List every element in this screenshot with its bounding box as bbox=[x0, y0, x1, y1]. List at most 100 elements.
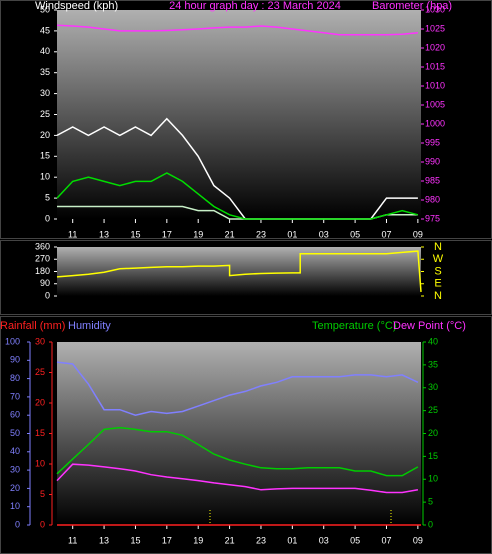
y-tick-label: 30 bbox=[40, 88, 50, 98]
y-tick-label: 10 bbox=[40, 172, 50, 182]
x-tick-label: 11 bbox=[68, 535, 77, 545]
y-tick-label: 30 bbox=[10, 464, 20, 474]
series-line bbox=[56, 172, 419, 220]
y2-tick-label: 990 bbox=[425, 156, 440, 166]
y-tick-label: 0 bbox=[45, 290, 50, 300]
y2-tick-label: 40 bbox=[428, 336, 438, 346]
series-line bbox=[56, 361, 419, 416]
x-tick-label: 07 bbox=[381, 229, 391, 239]
x-tick-label: 21 bbox=[225, 535, 235, 545]
y2-tick-label: 975 bbox=[425, 213, 440, 223]
y-tick-label: 270 bbox=[35, 254, 50, 264]
y2-tick-label: 1015 bbox=[425, 61, 445, 71]
y2-tick-label: 0 bbox=[428, 519, 433, 529]
legend-label: Rainfall (mm) bbox=[0, 320, 65, 332]
y-tick-label: 45 bbox=[40, 25, 50, 35]
x-tick-label: 09 bbox=[413, 229, 423, 239]
x-tick-label: 23 bbox=[256, 229, 266, 239]
y-tick-label: 0 bbox=[15, 519, 20, 529]
x-tick-label: 03 bbox=[319, 229, 329, 239]
x-tick-label: 05 bbox=[350, 229, 360, 239]
wind-plot-area bbox=[57, 10, 421, 219]
y-tick-label: 70 bbox=[10, 391, 20, 401]
y2-tick-label: 20 bbox=[428, 428, 438, 438]
x-tick-label: 07 bbox=[381, 535, 391, 545]
y3-tick-label: 0 bbox=[40, 519, 45, 529]
x-tick-label: 01 bbox=[287, 535, 297, 545]
x-tick-label: 03 bbox=[319, 535, 329, 545]
x-tick-label: 01 bbox=[287, 229, 297, 239]
y-tick-label: 80 bbox=[10, 373, 20, 383]
wind-axis-label: Windspeed (kph) bbox=[35, 0, 118, 12]
y2-tick-label: 1010 bbox=[425, 80, 445, 90]
y3-tick-label: 25 bbox=[35, 367, 45, 377]
y2-tick-label: 995 bbox=[425, 137, 440, 147]
y2-tick-label: 1030 bbox=[425, 4, 445, 14]
y2-tick-label: 25 bbox=[428, 405, 438, 415]
x-tick-label: 09 bbox=[413, 535, 423, 545]
y2-tick-label: 10 bbox=[428, 474, 438, 484]
y2-tick-label: 30 bbox=[428, 382, 438, 392]
legend-label: Dew Point (°C) bbox=[393, 320, 466, 332]
series-line bbox=[56, 250, 422, 292]
x-tick-label: 15 bbox=[130, 229, 140, 239]
x-tick-label: 05 bbox=[350, 535, 360, 545]
y2-tick-label: 5 bbox=[428, 497, 433, 507]
y3-tick-label: 20 bbox=[35, 397, 45, 407]
y-tick-label: 15 bbox=[40, 151, 50, 161]
x-tick-label: 23 bbox=[256, 535, 266, 545]
y-tick-label: 60 bbox=[10, 410, 20, 420]
x-tick-label: 21 bbox=[225, 229, 235, 239]
series-line bbox=[56, 24, 418, 36]
x-tick-label: 13 bbox=[99, 229, 109, 239]
series-line bbox=[56, 463, 419, 494]
y2-tick-label: 15 bbox=[428, 451, 438, 461]
x-tick-label: 19 bbox=[193, 229, 203, 239]
x-tick-label: 15 bbox=[130, 535, 140, 545]
y2-tick-label: 985 bbox=[425, 175, 440, 185]
y2-tick-label: 1005 bbox=[425, 99, 445, 109]
y2-tick-label: 1020 bbox=[425, 42, 445, 52]
y-tick-label: 20 bbox=[10, 483, 20, 493]
chart-title: 24 hour graph day : 23 March 2024 bbox=[169, 0, 341, 12]
y2-tick-label: E bbox=[434, 278, 441, 290]
y3-tick-label: 15 bbox=[35, 428, 45, 438]
y-tick-label: 40 bbox=[10, 446, 20, 456]
y2-tick-label: N bbox=[434, 241, 442, 253]
y-tick-label: 50 bbox=[40, 4, 50, 14]
y2-tick-label: N bbox=[434, 290, 442, 302]
y-tick-label: 50 bbox=[10, 428, 20, 438]
barometer-axis-label: Barometer (hpa) bbox=[372, 0, 452, 12]
x-tick-label: 19 bbox=[193, 535, 203, 545]
y2-tick-label: 35 bbox=[428, 359, 438, 369]
temperature-plot-area bbox=[57, 342, 421, 525]
x-tick-label: 17 bbox=[162, 535, 172, 545]
y-tick-label: 90 bbox=[10, 355, 20, 365]
y2-tick-label: 1025 bbox=[425, 23, 445, 33]
series-line bbox=[56, 426, 419, 477]
y2-tick-label: W bbox=[433, 253, 444, 265]
y-tick-label: 35 bbox=[40, 67, 50, 77]
y3-tick-label: 30 bbox=[35, 336, 45, 346]
y3-tick-label: 5 bbox=[40, 489, 45, 499]
x-tick-label: 17 bbox=[162, 229, 172, 239]
y3-tick-label: 10 bbox=[35, 458, 45, 468]
direction-plot-area bbox=[57, 247, 421, 296]
y-tick-label: 90 bbox=[40, 278, 50, 288]
y-tick-label: 20 bbox=[40, 130, 50, 140]
y-tick-label: 100 bbox=[5, 336, 20, 346]
y2-tick-label: 980 bbox=[425, 194, 440, 204]
y2-tick-label: S bbox=[434, 265, 441, 277]
x-tick-label: 13 bbox=[99, 535, 109, 545]
y-tick-label: 25 bbox=[40, 109, 50, 119]
y-tick-label: 360 bbox=[35, 241, 50, 251]
x-tick-label: 11 bbox=[68, 229, 77, 239]
legend-label: Humidity bbox=[68, 320, 111, 332]
y-tick-label: 0 bbox=[45, 213, 50, 223]
legend-label: Temperature (°C) bbox=[312, 320, 396, 332]
y2-tick-label: 1000 bbox=[425, 118, 445, 128]
y-tick-label: 10 bbox=[10, 501, 20, 511]
y-tick-label: 40 bbox=[40, 46, 50, 56]
y-tick-label: 180 bbox=[35, 266, 50, 276]
